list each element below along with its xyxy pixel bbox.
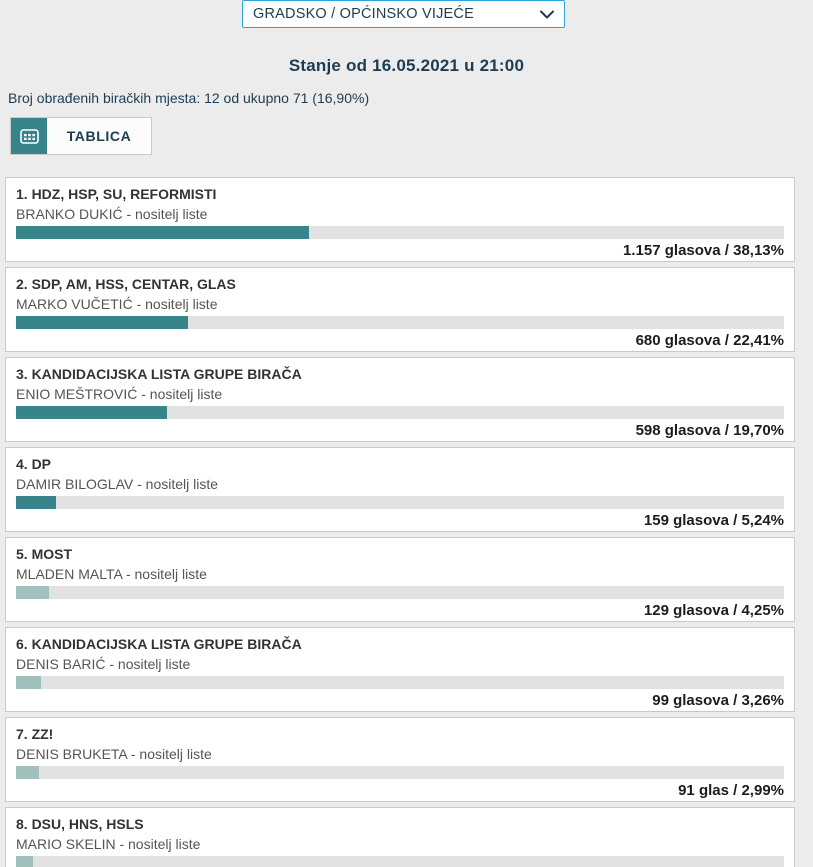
vote-bar-fill — [16, 766, 39, 779]
vote-bar-track — [16, 586, 784, 599]
result-card: 7. ZZ! DENIS BRUKETA - nositelj liste 91… — [5, 717, 795, 802]
page-title: Stanje od 16.05.2021 u 21:00 — [288, 56, 525, 75]
results-list: 1. HDZ, HSP, SU, REFORMISTI BRANKO DUKIĆ… — [0, 177, 813, 867]
result-card: 4. DP DAMIR BILOGLAV - nositelj liste 15… — [5, 447, 795, 532]
vote-bar-track — [16, 676, 784, 689]
table-view-button-label: TABLICA — [66, 128, 132, 144]
votes-label: 598 glasova / 19,70% — [635, 422, 784, 439]
votes-label: 129 glasova / 4,25% — [643, 602, 784, 619]
list-title: 6. KANDIDACIJSKA LISTA GRUPE BIRAČA — [16, 636, 302, 652]
vote-bar-fill — [16, 226, 309, 239]
list-title: 2. SDP, AM, HSS, CENTAR, GLAS — [16, 276, 236, 292]
list-title: 1. HDZ, HSP, SU, REFORMISTI — [16, 186, 217, 202]
list-holder: DENIS BRUKETA - nositelj liste — [16, 746, 212, 762]
select-row: GRADSKO / OPĆINSKO VIJEĆE — [0, 0, 813, 28]
result-card: 1. HDZ, HSP, SU, REFORMISTI BRANKO DUKIĆ… — [5, 177, 795, 262]
list-holder: ENIO MEŠTROVIĆ - nositelj liste — [16, 386, 223, 402]
list-title: 8. DSU, HNS, HSLS — [16, 816, 144, 832]
vote-bar-fill — [16, 496, 57, 509]
list-title: 4. DP — [16, 456, 52, 472]
contest-select[interactable]: GRADSKO / OPĆINSKO VIJEĆE — [242, 0, 565, 28]
vote-bar-fill — [16, 676, 42, 689]
list-holder: BRANKO DUKIĆ - nositelj liste — [16, 206, 208, 222]
result-card: 6. KANDIDACIJSKA LISTA GRUPE BIRAČA DENI… — [5, 627, 795, 712]
table-view-button[interactable]: TABLICA — [10, 117, 152, 155]
votes-label: 680 glasova / 22,41% — [635, 332, 784, 349]
vote-bar-track — [16, 766, 784, 779]
table-grid-icon — [11, 118, 47, 154]
result-card: 8. DSU, HNS, HSLS MARIO SKELIN - nositel… — [5, 807, 795, 867]
votes-label: 159 glasova / 5,24% — [643, 512, 784, 529]
vote-bar-fill — [16, 586, 49, 599]
list-holder: DAMIR BILOGLAV - nositelj liste — [16, 476, 219, 492]
vote-bar-track — [16, 496, 784, 509]
result-card: 2. SDP, AM, HSS, CENTAR, GLAS MARKO VUČE… — [5, 267, 795, 352]
vote-bar-track — [16, 856, 784, 867]
list-holder: MLADEN MALTA - nositelj liste — [16, 566, 207, 582]
vote-bar-track — [16, 226, 784, 239]
votes-label: 1.157 glasova / 38,13% — [623, 242, 784, 259]
list-title: 3. KANDIDACIJSKA LISTA GRUPE BIRAČA — [16, 366, 302, 382]
vote-bar-fill — [16, 406, 168, 419]
votes-label: 91 glas / 2,99% — [678, 782, 784, 799]
list-holder: MARIO SKELIN - nositelj liste — [16, 836, 201, 852]
result-card: 3. KANDIDACIJSKA LISTA GRUPE BIRAČA ENIO… — [5, 357, 795, 442]
vote-bar-track — [16, 316, 784, 329]
list-holder: DENIS BARIĆ - nositelj liste — [16, 656, 191, 672]
vote-bar-fill — [16, 316, 189, 329]
chevron-down-icon — [540, 10, 554, 18]
vote-bar-fill — [16, 856, 33, 867]
result-card: 5. MOST MLADEN MALTA - nositelj liste 12… — [5, 537, 795, 622]
vote-bar-track — [16, 406, 784, 419]
votes-label: 99 glasova / 3,26% — [652, 692, 784, 709]
processed-polling-stations-line: Broj obrađenih biračkih mjesta: 12 od uk… — [8, 90, 370, 106]
contest-select-value: GRADSKO / OPĆINSKO VIJEĆE — [253, 6, 474, 22]
list-holder: MARKO VUČETIĆ - nositelj liste — [16, 296, 218, 312]
list-title: 5. MOST — [16, 546, 73, 562]
list-title: 7. ZZ! — [16, 726, 54, 742]
